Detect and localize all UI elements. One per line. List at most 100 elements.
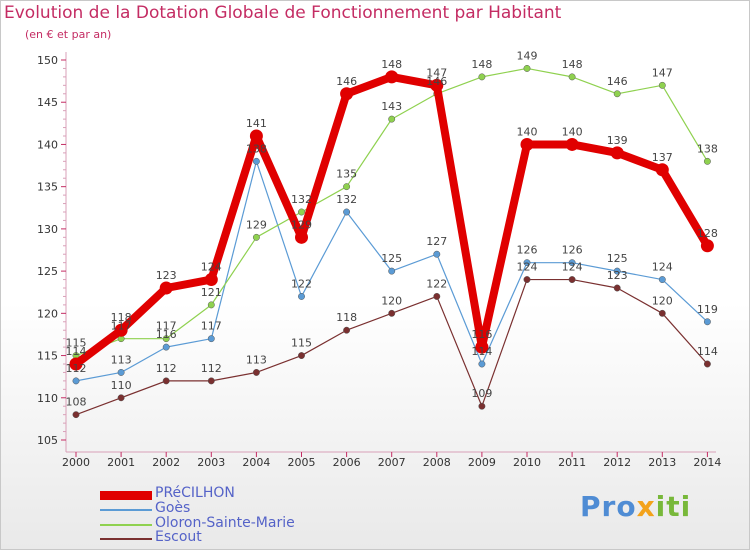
data-point (523, 64, 531, 72)
data-label: 147 (426, 66, 447, 79)
data-point (568, 73, 576, 81)
data-point (613, 284, 621, 292)
data-point (72, 411, 80, 419)
data-point (658, 276, 666, 284)
data-label: 146 (336, 75, 357, 88)
x-tick-label: 2014 (693, 456, 721, 469)
data-point (207, 377, 215, 385)
data-label: 125 (607, 252, 628, 265)
x-tick-label: 2005 (288, 456, 316, 469)
data-point (298, 292, 305, 300)
data-label: 127 (426, 235, 447, 248)
data-label: 148 (381, 58, 402, 71)
series-pr-cilhon (69, 70, 714, 371)
data-label: 148 (471, 58, 492, 71)
data-label: 123 (607, 269, 628, 282)
data-label: 116 (471, 328, 492, 341)
data-point (159, 281, 173, 295)
x-tick-label: 2004 (242, 456, 270, 469)
legend-swatch (100, 538, 152, 540)
data-label: 124 (562, 261, 583, 274)
chart-subtitle: (en € et par an) (25, 28, 112, 41)
data-point (252, 233, 260, 241)
data-label: 129 (291, 218, 312, 231)
data-label: 132 (336, 193, 357, 206)
legend-label: PRéCILHON (155, 485, 235, 501)
data-point (478, 402, 486, 410)
series-layer (69, 64, 714, 419)
data-point (388, 267, 396, 275)
series-oloron-sainte-marie (72, 64, 711, 360)
data-point (388, 309, 396, 317)
x-tick-label: 2010 (513, 456, 541, 469)
data-point (523, 276, 531, 284)
legend-swatch (100, 524, 152, 526)
data-label: 124 (517, 261, 538, 274)
data-point (162, 343, 170, 351)
data-point (433, 250, 441, 258)
data-label: 140 (562, 125, 583, 138)
data-label: 126 (517, 244, 538, 257)
data-label: 125 (381, 252, 402, 265)
y-tick-label: 150 (37, 54, 58, 67)
legend-swatch (100, 509, 152, 511)
data-label: 112 (156, 362, 177, 375)
data-point (204, 273, 218, 287)
data-point (252, 368, 260, 376)
data-point (117, 368, 125, 376)
data-point (343, 183, 351, 191)
legend-swatch (100, 490, 152, 500)
data-label: 148 (562, 58, 583, 71)
y-tick-label: 105 (37, 434, 58, 447)
legend-label: Escout (155, 529, 202, 545)
data-label: 108 (66, 396, 87, 409)
data-point (568, 276, 576, 284)
data-label: 143 (381, 100, 402, 113)
data-label: 129 (246, 218, 267, 231)
data-point (703, 157, 711, 165)
data-label: 139 (607, 134, 628, 147)
data-point (523, 259, 531, 267)
data-label: 124 (652, 261, 673, 274)
data-label: 117 (111, 320, 132, 333)
y-tick-label: 140 (37, 138, 58, 151)
data-label: 113 (246, 353, 267, 366)
y-tick-label: 145 (37, 96, 58, 109)
data-point (162, 377, 170, 385)
data-label: 115 (66, 337, 87, 350)
x-tick-label: 2001 (107, 456, 135, 469)
data-point (207, 301, 215, 309)
data-label: 113 (111, 353, 132, 366)
data-label: 116 (156, 328, 177, 341)
x-tick-label: 2008 (423, 456, 451, 469)
data-point (298, 208, 305, 216)
data-point (343, 208, 351, 216)
data-label: 128 (697, 227, 718, 240)
data-label: 146 (426, 75, 447, 88)
data-point (298, 352, 305, 360)
data-label: 114 (66, 345, 87, 358)
data-label: 117 (156, 320, 177, 333)
x-tick-label: 2011 (558, 456, 586, 469)
data-point (703, 318, 711, 326)
data-point (478, 360, 486, 368)
data-label: 110 (111, 379, 132, 392)
data-label: 118 (111, 311, 132, 324)
y-tick-label: 130 (37, 223, 58, 236)
data-point (343, 326, 351, 334)
y-tick-label: 110 (37, 392, 58, 405)
data-label: 123 (156, 269, 177, 282)
proxiti-logo: Proxiti (580, 490, 692, 523)
axes: 105 110 115 120 125 130 135 140 145 150 2000 2001 20… (37, 52, 721, 469)
data-point (475, 340, 489, 354)
data-point (655, 163, 669, 177)
legend-label: Oloron-Sainte-Marie (155, 515, 295, 531)
data-point (117, 394, 125, 402)
data-label: 119 (697, 303, 718, 316)
data-point (72, 377, 80, 385)
data-label: 112 (66, 362, 87, 375)
x-tick-label: 2007 (378, 456, 406, 469)
data-point (703, 360, 711, 368)
data-point (295, 230, 308, 244)
data-point (385, 70, 399, 84)
